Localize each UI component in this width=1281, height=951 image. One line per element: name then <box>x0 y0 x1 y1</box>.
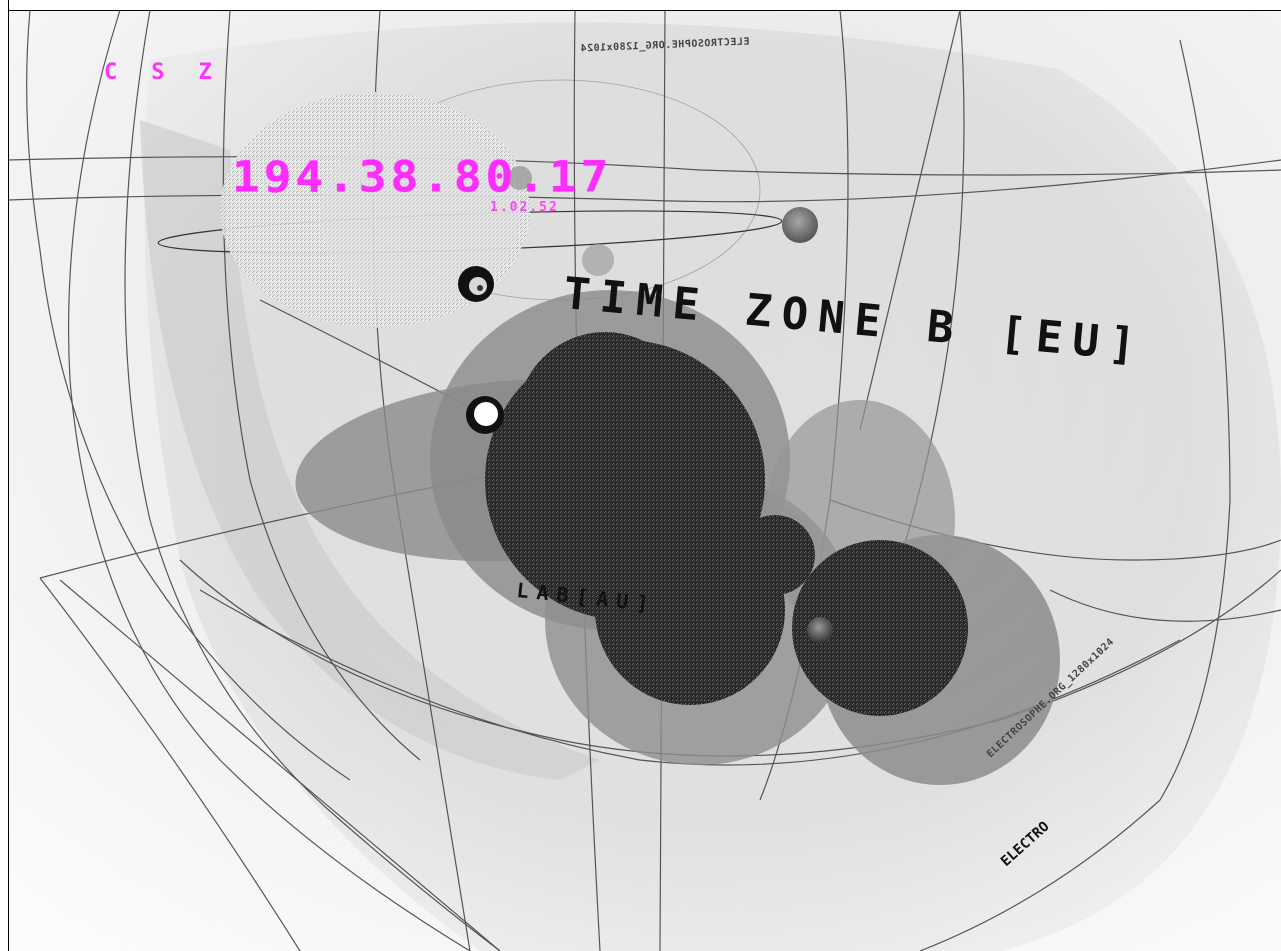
ip-address-label[interactable]: 194.38.80.17 <box>232 152 612 202</box>
indicator-s[interactable]: S <box>151 60 164 85</box>
indicator-c[interactable]: C <box>104 60 117 85</box>
indicator-group: C S Z <box>104 60 212 85</box>
frame-top-border <box>8 10 1281 11</box>
node-lab[interactable] <box>807 617 833 643</box>
ip-sublabel: 1.02.52 <box>490 200 559 215</box>
frame-top <box>0 0 1281 10</box>
node-white-core <box>474 402 498 426</box>
frame-left <box>0 0 9 951</box>
node-ring-top-dot <box>477 285 483 291</box>
indicator-z[interactable]: Z <box>199 60 212 85</box>
node-gray-right[interactable] <box>782 207 818 243</box>
